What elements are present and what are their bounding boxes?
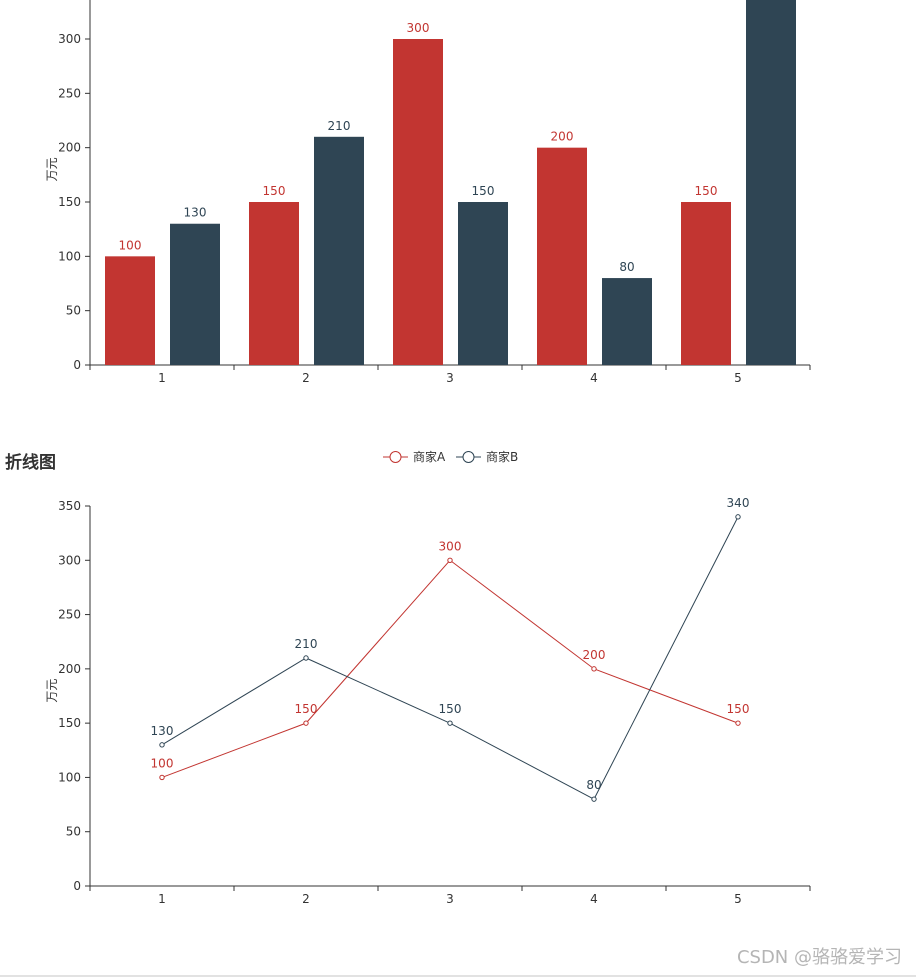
line-y-tick-label: 150 xyxy=(58,716,81,730)
bar-data-label: 210 xyxy=(328,119,351,133)
bottom-divider xyxy=(0,975,916,977)
bar-data-label: 300 xyxy=(407,21,430,35)
bar-rect xyxy=(537,147,587,365)
bar-rect xyxy=(746,0,796,366)
line-point xyxy=(447,557,453,563)
bar-rect xyxy=(314,136,364,365)
bar-x-tick-label: 1 xyxy=(158,371,166,385)
line-point xyxy=(735,514,741,520)
bar-rect xyxy=(393,39,443,365)
bar-data-label: 150 xyxy=(472,184,495,198)
bar-y-tick-label: 300 xyxy=(58,32,81,46)
line-point xyxy=(159,742,165,748)
bar-data-label: 150 xyxy=(263,184,286,198)
line-data-label: 210 xyxy=(295,637,318,651)
bar-rect xyxy=(105,256,155,365)
line-data-label: 150 xyxy=(295,702,318,716)
line-y-tick-label: 350 xyxy=(58,499,81,513)
bar-rect xyxy=(681,202,731,365)
legend-label: 商家B xyxy=(486,449,518,464)
line-data-label: 150 xyxy=(439,702,462,716)
legend-marker xyxy=(462,451,475,463)
bar-x-tick-label: 5 xyxy=(734,371,742,385)
line-point xyxy=(303,655,309,661)
bar-y-tick-label: 250 xyxy=(58,86,81,100)
bar-rect xyxy=(602,278,652,365)
bar-x-tick-label: 2 xyxy=(302,371,310,385)
legend-item: 商家B xyxy=(456,449,518,464)
bar-data-label: 200 xyxy=(551,130,574,144)
line-chart-title: 折线图 xyxy=(5,453,56,473)
bar-y-tick-label: 0 xyxy=(73,358,81,372)
line-x-tick-label: 4 xyxy=(590,892,598,906)
line-data-label: 150 xyxy=(727,702,750,716)
line-point xyxy=(303,720,309,726)
line-point xyxy=(591,666,597,672)
bar-rect xyxy=(458,202,508,365)
line-y-tick-label: 0 xyxy=(73,879,81,893)
bar-y-tick-label: 50 xyxy=(66,304,81,318)
bar-rect xyxy=(170,223,220,365)
bar-data-label: 130 xyxy=(184,206,207,220)
bar-data-label: 100 xyxy=(119,238,142,252)
bar-x-tick-label: 3 xyxy=(446,371,454,385)
line-data-label: 200 xyxy=(583,648,606,662)
bar-y-tick-label: 150 xyxy=(58,195,81,209)
line-x-tick-label: 5 xyxy=(734,892,742,906)
bar-y-tick-label: 100 xyxy=(58,249,81,263)
line-point xyxy=(591,796,597,802)
line-data-label: 130 xyxy=(151,724,174,738)
bar-chart: 0 50 100 150 200 250 300 1 2 3 4 5 万元 100 150 300 200 150… xyxy=(45,0,811,385)
line-y-axis-name: 万元 xyxy=(45,679,59,703)
series-line xyxy=(161,559,739,778)
line-y-tick-label: 200 xyxy=(58,662,81,676)
legend-marker xyxy=(389,451,402,463)
line-data-label: 80 xyxy=(586,778,601,792)
line-y-tick-label: 250 xyxy=(58,608,81,622)
line-x-tick-label: 1 xyxy=(158,892,166,906)
watermark: CSDN @骆骆爱学习 xyxy=(736,947,902,968)
bar-data-label: 80 xyxy=(619,260,634,274)
line-point xyxy=(735,720,741,726)
line-data-label: 100 xyxy=(151,756,174,770)
line-point xyxy=(159,774,165,781)
line-y-tick-label: 300 xyxy=(58,553,81,567)
legend-item: 商家A xyxy=(383,449,446,464)
line-data-label: 340 xyxy=(727,496,750,510)
bar-y-axis-name: 万元 xyxy=(45,157,59,181)
line-x-tick-label: 2 xyxy=(302,892,310,906)
legend-label: 商家A xyxy=(413,449,446,464)
line-y-tick-label: 50 xyxy=(66,825,81,839)
line-data-label: 300 xyxy=(439,539,462,553)
bar-rect xyxy=(249,202,299,365)
line-point xyxy=(447,720,453,726)
line-y-tick-label: 100 xyxy=(58,770,81,784)
bar-x-tick-label: 4 xyxy=(590,371,598,385)
bar-y-tick-label: 200 xyxy=(58,141,81,155)
line-x-tick-label: 3 xyxy=(446,892,454,906)
bar-data-label: 150 xyxy=(695,184,718,198)
